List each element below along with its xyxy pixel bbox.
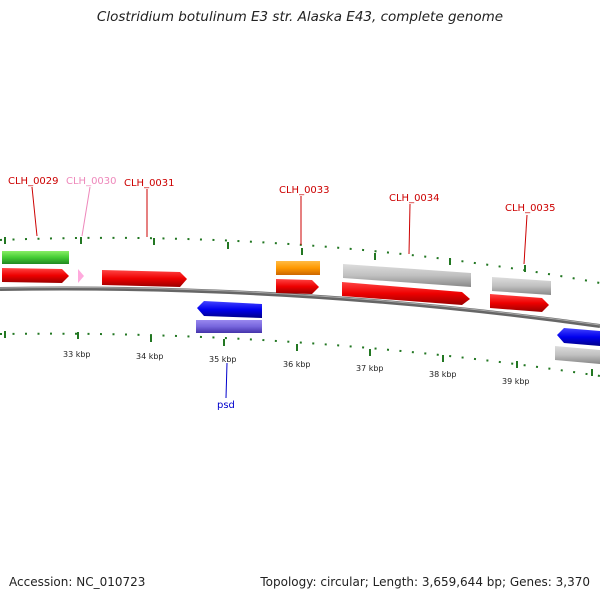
- genome-backbone: [0, 286, 600, 328]
- gene-label-clh0031[interactable]: CLH_0031: [124, 178, 175, 189]
- accession-text: Accession: NC_010723: [9, 575, 146, 589]
- feature-next-gray[interactable]: [555, 346, 600, 364]
- gene-label-clh0034[interactable]: CLH_0034: [389, 193, 440, 204]
- tick-label-36: 36 kbp: [283, 360, 311, 369]
- gene-arrow-psd[interactable]: [197, 301, 262, 318]
- tick-label-35: 35 kbp: [209, 355, 237, 364]
- feature-psd-purple[interactable]: [196, 320, 262, 333]
- gene-label-clh0030[interactable]: CLH_0030: [66, 176, 117, 187]
- gene-label-psd[interactable]: psd: [217, 400, 235, 411]
- gene-label-clh0035[interactable]: CLH_0035: [505, 203, 556, 214]
- feature-clh0029-green[interactable]: [2, 251, 69, 264]
- gene-arrow-clh0029[interactable]: [2, 268, 69, 283]
- lower-major-ticks: [4, 331, 593, 376]
- tick-label-38: 38 kbp: [429, 370, 457, 379]
- leader-clh0029: [31, 186, 38, 237]
- gene-arrow-clh0035[interactable]: [490, 294, 549, 312]
- gene-arrow-next-reverse[interactable]: [557, 328, 600, 346]
- gene-arrow-clh0031[interactable]: [102, 270, 187, 287]
- tick-label-37: 37 kbp: [356, 364, 384, 373]
- feature-clh0035-gray[interactable]: [492, 277, 551, 295]
- gene-arrow-clh0034[interactable]: [342, 282, 470, 305]
- leader-psd: [225, 362, 228, 399]
- tick-label-33: 33 kbp: [63, 350, 91, 359]
- genome-title: Clostridium botulinum E3 str. Alaska E43…: [96, 9, 504, 25]
- upper-major-ticks: [4, 237, 526, 272]
- genome-backbone-highlight: [0, 286, 600, 326]
- genome-summary-text: Topology: circular; Length: 3,659,644 bp…: [260, 575, 590, 589]
- tick-label-39: 39 kbp: [502, 377, 530, 386]
- gene-arrow-clh0033[interactable]: [276, 279, 319, 294]
- gene-label-clh0033[interactable]: CLH_0033: [279, 185, 330, 196]
- feature-clh0033-orange[interactable]: [276, 261, 320, 275]
- gene-label-clh0029[interactable]: CLH_0029: [8, 176, 59, 187]
- lower-tick-track: [0, 332, 600, 377]
- leader-clh0030: [81, 186, 91, 237]
- tick-label-34: 34 kbp: [136, 352, 164, 361]
- leader-clh0034: [408, 203, 411, 255]
- feature-clh0034-gray[interactable]: [343, 264, 471, 287]
- leader-clh0035: [523, 214, 528, 265]
- gene-arrow-clh0030[interactable]: [78, 269, 84, 283]
- upper-tick-track: [0, 236, 600, 284]
